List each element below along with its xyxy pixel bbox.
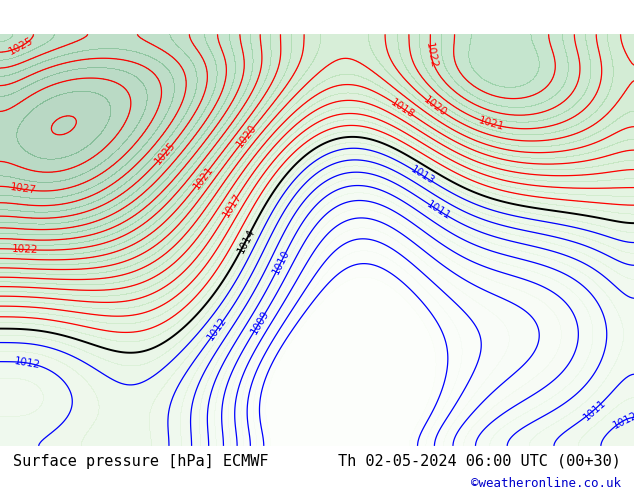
Text: 1018: 1018	[389, 97, 417, 120]
Text: 1020: 1020	[421, 94, 448, 118]
Text: 1012: 1012	[611, 410, 634, 430]
Text: 1021: 1021	[477, 116, 505, 132]
Text: 1011: 1011	[425, 199, 453, 222]
Text: 1013: 1013	[409, 164, 436, 187]
Text: 1022: 1022	[424, 41, 439, 69]
Text: 1014: 1014	[235, 227, 257, 255]
Text: 1010: 1010	[271, 247, 292, 275]
Text: 1025: 1025	[7, 36, 35, 57]
Text: 1027: 1027	[10, 183, 37, 196]
Text: 1012: 1012	[14, 356, 41, 370]
Text: 1012: 1012	[205, 315, 229, 343]
Text: 1011: 1011	[581, 397, 607, 422]
Text: 1021: 1021	[191, 164, 215, 191]
Text: 1020: 1020	[235, 122, 259, 149]
Text: 1025: 1025	[153, 140, 178, 166]
Text: Surface pressure [hPa] ECMWF: Surface pressure [hPa] ECMWF	[13, 454, 268, 469]
Text: Th 02-05-2024 06:00 UTC (00+30): Th 02-05-2024 06:00 UTC (00+30)	[339, 454, 621, 469]
Text: 1009: 1009	[249, 308, 271, 336]
Text: ©weatheronline.co.uk: ©weatheronline.co.uk	[471, 477, 621, 490]
Text: 1022: 1022	[12, 244, 39, 255]
Text: 1017: 1017	[221, 191, 243, 219]
